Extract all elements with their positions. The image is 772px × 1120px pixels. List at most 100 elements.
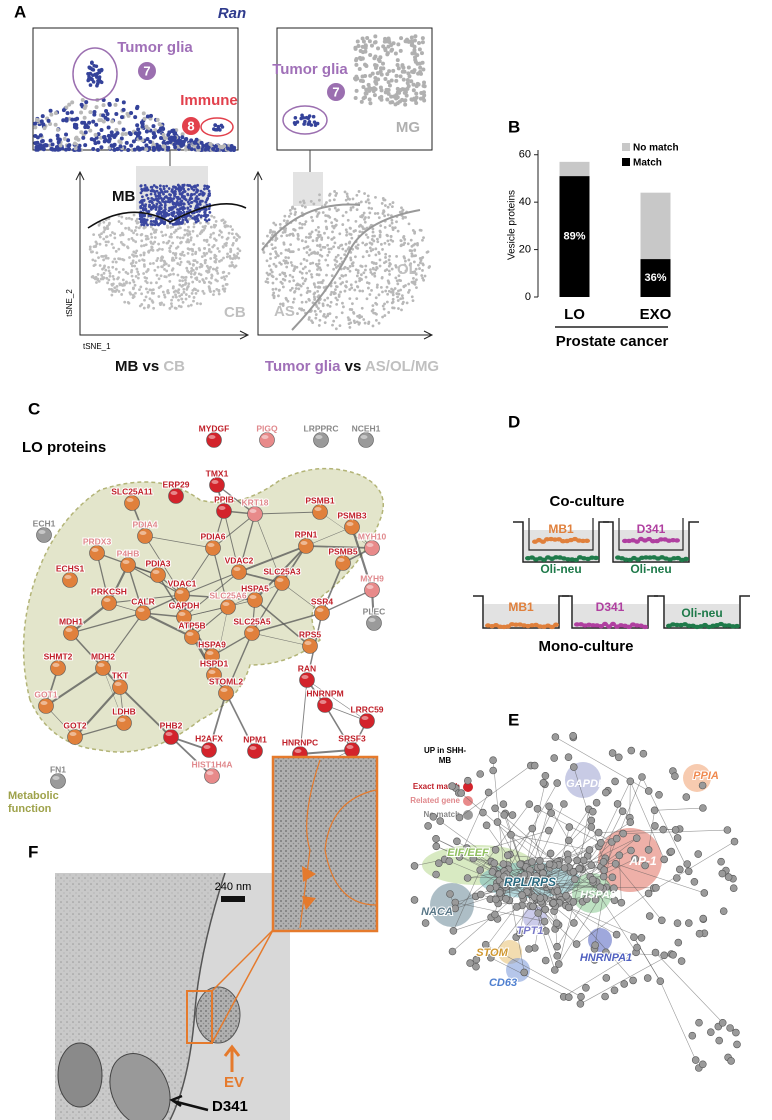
cell-dot (284, 227, 288, 230)
protein-node (359, 713, 375, 729)
edge (580, 953, 672, 1005)
cell-dot (101, 103, 106, 108)
boundary-line (261, 203, 421, 331)
cell-dot (217, 289, 221, 293)
edge (102, 612, 144, 669)
cell-dot (383, 241, 387, 245)
protein-node (124, 495, 140, 511)
protein-node (723, 826, 732, 834)
node-highlight (361, 716, 369, 720)
cell-dot (157, 242, 160, 246)
cell-dot (152, 306, 156, 310)
scale-bar (221, 896, 245, 902)
protein-node (726, 1024, 734, 1032)
cell-dot (199, 147, 204, 152)
cell-dot (400, 308, 403, 312)
cell-dot (296, 237, 300, 240)
protein-label: TMX1 (206, 468, 229, 478)
edge (74, 686, 121, 738)
cell-dot (230, 232, 234, 236)
protein-node (364, 540, 380, 556)
cell-dot (167, 187, 171, 190)
cell-dot (97, 256, 100, 260)
cell-dot (159, 274, 163, 278)
cell-dot (106, 256, 110, 260)
cell-dot (117, 290, 121, 293)
protein-node (626, 818, 635, 827)
cell-dot (99, 128, 104, 133)
cell-dot (97, 118, 102, 123)
cell-dot (135, 104, 140, 109)
cell-dot (363, 220, 367, 224)
protein-node (718, 869, 727, 878)
cell-dot (124, 140, 129, 145)
protein-node (573, 856, 581, 865)
protein-node (101, 595, 117, 611)
cell-dot (180, 297, 184, 301)
cell-dot (417, 47, 422, 52)
cell-dot (185, 288, 189, 291)
region-label: OL (397, 261, 418, 278)
cell-dot (108, 274, 112, 278)
x-tick-label: LO (564, 306, 585, 323)
protein-label: MYDGF (199, 423, 230, 433)
cell-dot (268, 264, 271, 268)
cell-dot (383, 76, 388, 81)
cell-dot (131, 139, 136, 144)
cell-dot (147, 214, 151, 218)
cell-dot (376, 240, 380, 244)
cell-dot (143, 187, 146, 191)
cell-dot (383, 261, 386, 265)
protein-node (67, 729, 83, 745)
cell-dot (41, 122, 46, 127)
cell-dot (135, 233, 139, 236)
protein-node (652, 883, 660, 892)
cell-dot (163, 205, 167, 209)
cell-dot (283, 214, 287, 218)
cell-dot (387, 39, 392, 44)
cell-dot (129, 110, 134, 115)
cell-dot (145, 276, 149, 280)
cell-dot (232, 236, 236, 239)
cell-dot (329, 293, 333, 296)
cell-dot (338, 232, 342, 236)
cell-dot (148, 139, 153, 144)
protein-node (588, 807, 597, 816)
cell-dot (309, 200, 313, 203)
well (473, 595, 569, 629)
cell-dot (423, 274, 427, 278)
cluster-label: CD63 (489, 977, 517, 989)
edge (629, 781, 631, 818)
cell-dot (398, 74, 403, 79)
cell-dot (269, 228, 272, 232)
protein-node (551, 733, 560, 741)
node-highlight (69, 732, 77, 736)
cell-dot (344, 273, 348, 277)
cell-dot (87, 65, 92, 70)
cell-dot (354, 280, 358, 284)
cell-dot (165, 190, 169, 193)
protein-node (462, 844, 471, 852)
cell-dot (210, 214, 214, 218)
cell-dot (109, 233, 112, 237)
edge (191, 606, 229, 638)
cell-dot (155, 273, 159, 277)
cell-dot (173, 194, 176, 198)
protein-node (163, 729, 179, 745)
node-highlight (222, 602, 230, 606)
cell-dot (351, 261, 355, 265)
cell-dot (341, 274, 345, 278)
cell-dot (395, 254, 399, 258)
cell-dot (386, 239, 390, 243)
cell-dot (95, 281, 98, 284)
cell-dot (95, 83, 99, 88)
cell-dot (360, 36, 365, 41)
cell-dot (132, 231, 135, 235)
cell-dot (318, 244, 322, 248)
cell-dot (404, 284, 407, 287)
cell-dot (361, 241, 365, 245)
cell-dot (92, 264, 96, 268)
cell-dot (386, 213, 390, 217)
cell-dot (304, 300, 308, 304)
cell-dot (300, 239, 304, 243)
